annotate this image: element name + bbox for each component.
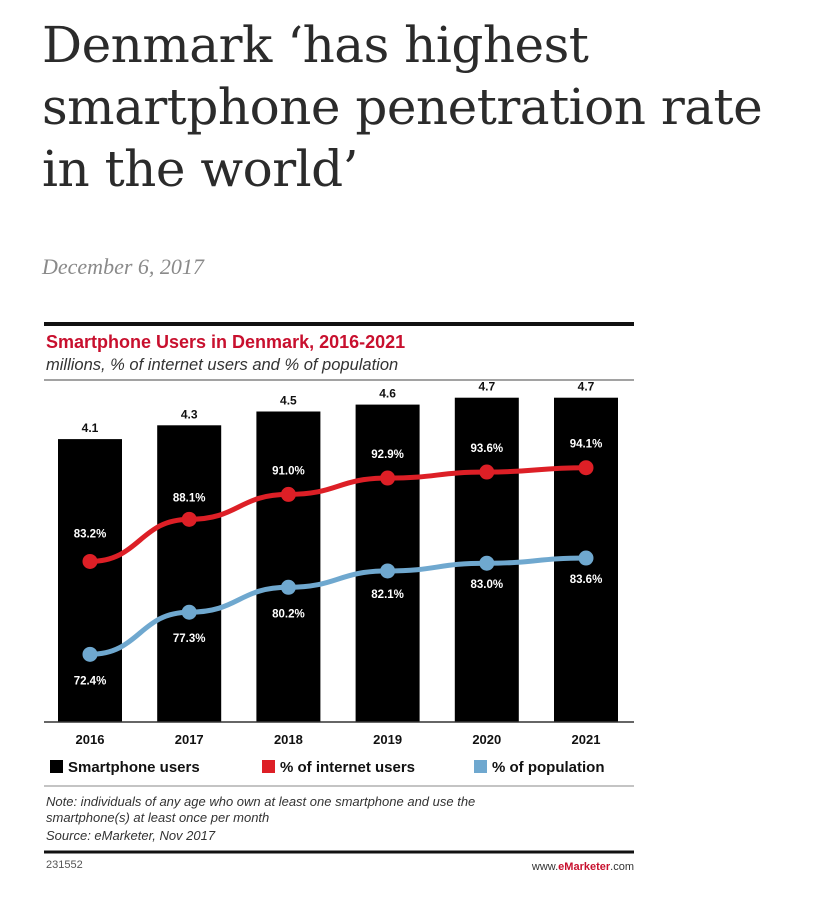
point-internet-users-2017 [181,511,197,527]
article-date: December 6, 2017 [42,254,204,279]
point-internet-users-2018 [280,486,296,502]
legend-label-smartphone-users: Smartphone users [68,759,200,776]
point-label-population-2020: 83.0% [470,579,503,591]
x-tick-label-2016: 2016 [76,732,105,747]
legend-swatch-internet-users [262,760,275,773]
point-label-internet-users-2018: 91.0% [272,465,305,477]
bar-value-label-2021: 4.7 [578,380,595,394]
x-tick-labels: 2016 2017 2018 2019 2020 2021 [76,732,601,747]
chart: Smartphone Users in Denmark, 2016-2021 m… [44,322,634,873]
chart-subtitle: millions, % of internet users and % of p… [46,356,398,374]
line-internet-users [87,465,589,564]
x-tick-label-2019: 2019 [373,732,402,747]
point-population-2020 [479,555,495,571]
legend: Smartphone users % of internet users % o… [50,759,604,776]
chart-id: 231552 [46,859,83,871]
source-line: Source: eMarketer, Nov 2017 [46,828,216,843]
point-label-internet-users-2019: 92.9% [371,449,404,461]
labels-layer: 4.1 4.3 4.5 4.6 4.7 4.7 83.2% 88.1% 91.0% 92.9% 93… [74,380,603,688]
x-tick-label-2017: 2017 [175,732,204,747]
point-label-population-2016: 72.4% [74,675,107,687]
bar-value-label-2020: 4.7 [478,380,495,394]
brand-prefix: www. [531,861,558,873]
brand-name: eMarketer [558,861,611,873]
point-label-internet-users-2016: 83.2% [74,528,107,540]
point-internet-users-2019 [380,470,396,486]
point-population-2021 [578,550,594,566]
point-internet-users-2021 [578,460,594,476]
legend-label-population: % of population [492,759,604,776]
point-internet-users-2020 [479,464,495,480]
point-label-population-2017: 77.3% [173,633,206,645]
point-population-2018 [280,579,296,595]
legend-swatch-population [474,760,487,773]
bar-value-label-2016: 4.1 [82,421,99,435]
bar-value-label-2017: 4.3 [181,407,198,421]
bar-smartphone-users-2016 [58,439,122,722]
bar-value-label-2018: 4.5 [280,394,297,408]
line-population [87,555,589,657]
point-population-2019 [380,563,396,579]
bar-value-label-2019: 4.6 [379,387,396,401]
article-headline: Denmark ‘has highest smartphone penetrat… [42,16,763,198]
legend-swatch-smartphone-users [50,760,63,773]
note-line-1: Note: individuals of any age who own at … [46,794,475,809]
brand-mark: www.eMarketer.com [531,861,634,873]
point-label-population-2019: 82.1% [371,589,404,601]
point-label-population-2018: 80.2% [272,608,305,620]
point-population-2017 [181,604,197,620]
point-label-population-2021: 83.6% [570,574,603,586]
note-line-2: smartphone(s) at least once per month [46,810,269,825]
point-label-internet-users-2017: 88.1% [173,492,206,504]
bar-smartphone-users-2018 [256,411,321,722]
chart-title: Smartphone Users in Denmark, 2016-2021 [46,332,405,352]
bar-smartphone-users-2019 [355,404,420,722]
brand-suffix: .com [610,861,634,873]
legend-label-internet-users: % of internet users [280,759,415,776]
point-population-2016 [82,646,98,662]
x-tick-label-2018: 2018 [274,732,303,747]
x-tick-label-2021: 2021 [572,732,601,747]
lines-layer [82,460,594,662]
bar-smartphone-users-2017 [157,425,222,722]
point-label-internet-users-2020: 93.6% [470,443,503,455]
point-label-internet-users-2021: 94.1% [570,439,603,451]
x-tick-label-2020: 2020 [472,732,501,747]
point-internet-users-2016 [82,553,98,569]
